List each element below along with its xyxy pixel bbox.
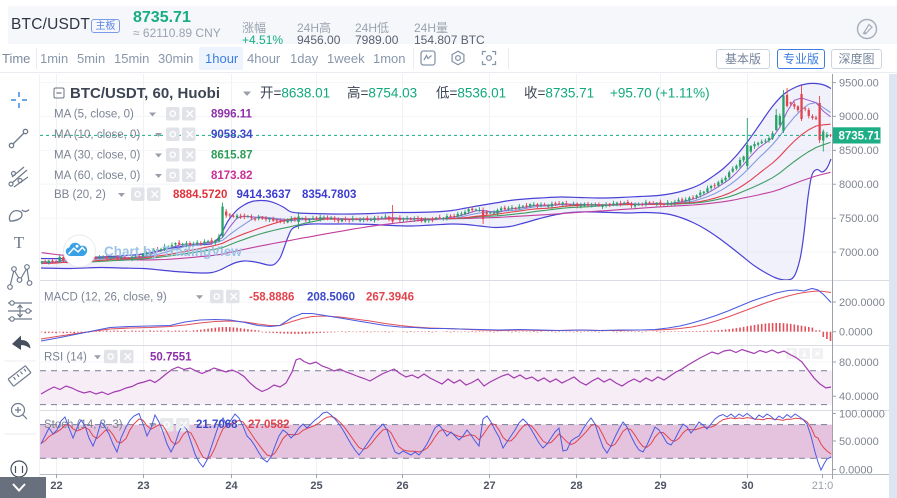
svg-text:267.3946: 267.3946 [366,291,414,303]
svg-text:7500.00: 7500.00 [839,213,879,225]
svg-text:高=8754.03: 高=8754.03 [347,85,417,101]
svg-text:25: 25 [310,480,322,492]
svg-text:27: 27 [483,480,495,492]
svg-text:200.0000: 200.0000 [839,297,885,309]
svg-text:29: 29 [654,480,666,492]
svg-text:8615.87: 8615.87 [211,150,253,162]
svg-text:50.0000: 50.0000 [839,436,879,448]
svg-text:28: 28 [570,480,582,492]
svg-text:Stoch (14, 3, 3): Stoch (14, 3, 3) [44,419,123,431]
svg-text:7000.00: 7000.00 [839,247,879,259]
svg-text:8996.11: 8996.11 [211,109,253,121]
svg-text:MA (60, close, 0): MA (60, close, 0) [54,170,140,182]
svg-text:BB (20, 2): BB (20, 2) [54,189,106,201]
svg-text:MACD (12, 26, close, 9): MACD (12, 26, close, 9) [44,291,167,303]
svg-text:27.0582: 27.0582 [248,419,290,431]
svg-text:100.0000: 100.0000 [839,408,885,420]
svg-text:T: T [14,233,25,252]
svg-text:30: 30 [741,480,753,492]
svg-text:8884.5720: 8884.5720 [173,189,227,201]
svg-text:收=8735.71: 收=8735.71 [524,86,594,101]
svg-text:23: 23 [137,480,149,492]
svg-text:50.7551: 50.7551 [150,351,192,363]
svg-text:BTC/USDT, 60, Huobi: BTC/USDT, 60, Huobi [70,85,220,102]
svg-text:开=8638.01: 开=8638.01 [260,86,330,101]
svg-text:9058.34: 9058.34 [211,129,253,141]
svg-text:21.7068: 21.7068 [196,419,238,431]
svg-text:8173.82: 8173.82 [211,170,253,182]
svg-text:26: 26 [396,480,408,492]
svg-text:MA (10, close, 0): MA (10, close, 0) [54,129,140,141]
svg-text:低=8536.01: 低=8536.01 [436,86,506,101]
svg-text:24: 24 [225,480,238,492]
svg-text:+95.70 (+1.11%): +95.70 (+1.11%) [610,86,710,101]
svg-text:8000.00: 8000.00 [839,179,879,191]
svg-text:8354.7803: 8354.7803 [302,189,356,201]
svg-text:9000.00: 9000.00 [839,111,879,123]
svg-text:80.0000: 80.0000 [839,357,879,369]
svg-text:9414.3637: 9414.3637 [237,189,291,201]
svg-text:8735.71: 8735.71 [839,131,881,143]
svg-text:21:0: 21:0 [812,480,833,492]
svg-text:MA (30, close, 0): MA (30, close, 0) [54,150,140,162]
svg-text:0.0000: 0.0000 [839,464,873,476]
svg-text:-58.8886: -58.8886 [249,291,294,303]
svg-text:RSI (14): RSI (14) [44,351,87,363]
svg-text:8500.00: 8500.00 [839,145,879,157]
svg-text:Chart by TradingView: Chart by TradingView [104,244,242,259]
svg-text:0.0000: 0.0000 [839,327,873,339]
svg-text:9500.00: 9500.00 [839,77,879,89]
svg-text:MA (5, close, 0): MA (5, close, 0) [54,109,134,121]
svg-text:22: 22 [50,480,62,492]
svg-text:40.0000: 40.0000 [839,391,879,403]
svg-text:208.5060: 208.5060 [307,291,355,303]
